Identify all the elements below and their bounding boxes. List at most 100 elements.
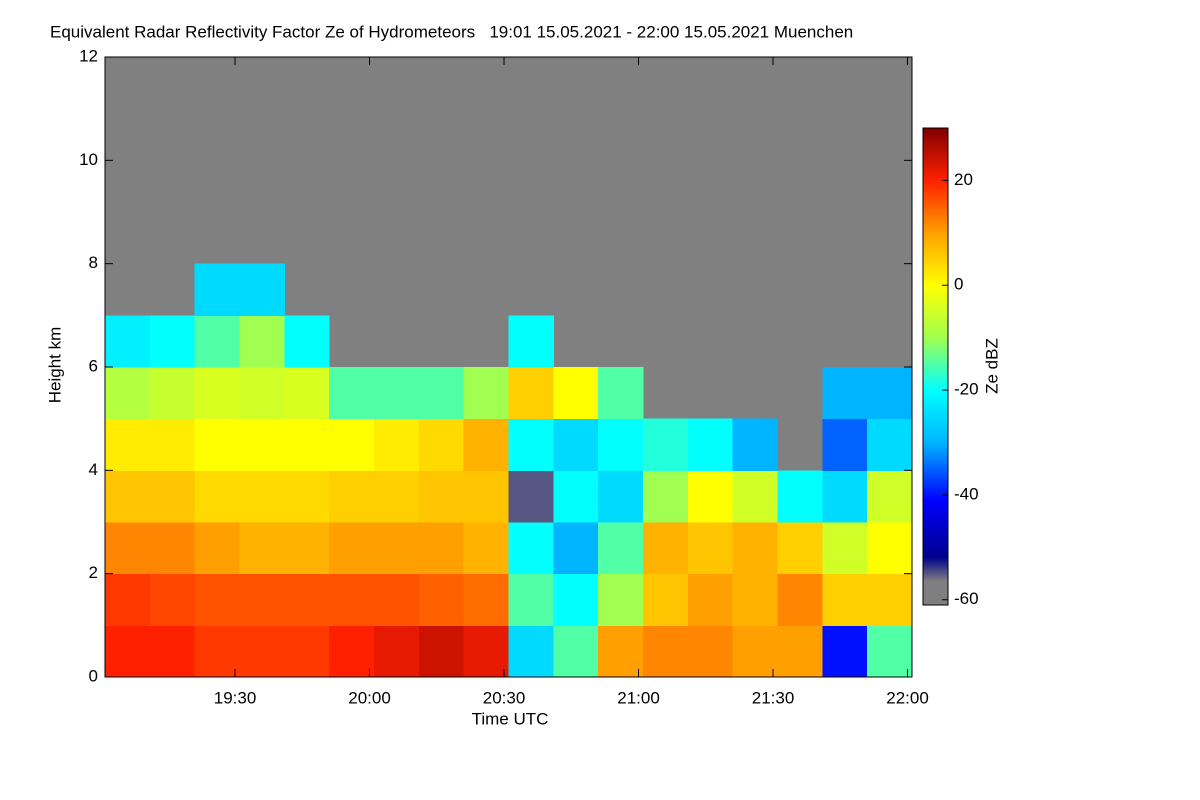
heat-cell <box>598 367 644 420</box>
heat-cell <box>239 263 285 316</box>
heat-cell <box>508 625 554 678</box>
heat-cell <box>418 418 465 471</box>
colorbar-tick-label: -40 <box>954 484 979 503</box>
heat-cell <box>598 418 644 471</box>
heat-cell <box>822 470 868 523</box>
heat-cell <box>777 625 823 678</box>
heat-cell <box>239 625 285 678</box>
heat-cell <box>284 367 330 420</box>
heat-cell <box>105 367 151 420</box>
heat-cell <box>418 625 465 678</box>
heat-cell <box>463 573 509 626</box>
heat-cell <box>239 470 285 523</box>
heat-cell <box>284 625 330 678</box>
heat-cell <box>822 418 868 471</box>
heat-cell <box>777 573 823 626</box>
y-tick-label: 0 <box>89 666 98 685</box>
heat-cell <box>374 522 420 575</box>
y-tick-label: 4 <box>89 460 98 479</box>
heat-cell <box>329 470 375 523</box>
heat-cell <box>598 522 644 575</box>
heat-cell <box>732 573 778 626</box>
heat-cell <box>194 418 240 471</box>
heat-cell <box>553 573 599 626</box>
heat-cell <box>194 470 240 523</box>
colorbar-tick-label: 0 <box>954 275 963 294</box>
heat-cell <box>732 625 778 678</box>
heat-cell <box>239 573 285 626</box>
heat-cell <box>732 470 778 523</box>
heat-cell <box>149 625 196 678</box>
heat-cell <box>105 418 151 471</box>
heat-cell <box>643 522 689 575</box>
heat-cell <box>284 470 330 523</box>
heat-cell <box>463 625 509 678</box>
heat-cell <box>822 522 868 575</box>
heat-cell <box>329 418 375 471</box>
heat-cell <box>194 315 240 368</box>
heat-cell <box>867 470 913 523</box>
heat-cell <box>867 522 913 575</box>
heat-cell <box>284 315 330 368</box>
heat-cell <box>374 625 420 678</box>
colorbar-label: Ze dBZ <box>982 338 1001 394</box>
heat-cell <box>463 470 509 523</box>
x-axis-label: Time UTC <box>472 709 549 728</box>
heat-cell <box>194 367 240 420</box>
y-tick-label: 2 <box>89 563 98 582</box>
heat-cell <box>149 418 196 471</box>
heat-cell <box>822 573 868 626</box>
heat-cell <box>284 418 330 471</box>
heat-cell <box>553 367 599 420</box>
heat-cell <box>508 470 554 523</box>
heat-cell <box>732 418 778 471</box>
y-tick-label: 6 <box>89 356 98 375</box>
y-tick-label: 12 <box>79 46 98 65</box>
x-tick-label: 22:00 <box>886 688 929 707</box>
heat-cell <box>508 522 554 575</box>
heat-cell <box>284 522 330 575</box>
colorbar-tick-label: -20 <box>954 380 979 399</box>
heat-cell <box>822 367 868 420</box>
x-tick-label: 20:00 <box>348 688 391 707</box>
heat-cell <box>867 367 913 420</box>
heat-cell <box>374 573 420 626</box>
heat-cell <box>643 625 689 678</box>
heat-cell <box>105 625 151 678</box>
heat-cell <box>149 315 196 368</box>
heat-cell <box>284 573 330 626</box>
heat-cell <box>643 573 689 626</box>
heat-cell <box>418 470 465 523</box>
colorbar <box>922 127 949 606</box>
heat-cell <box>687 573 734 626</box>
colorbar-tick-label: 20 <box>954 170 973 189</box>
heat-cell <box>329 367 375 420</box>
heat-cell <box>105 522 151 575</box>
heat-cell <box>329 573 375 626</box>
heat-cell <box>374 470 420 523</box>
heat-cell <box>463 522 509 575</box>
heat-cell <box>105 315 151 368</box>
colorbar-tick-label: -60 <box>954 589 979 608</box>
heat-cell <box>867 625 913 678</box>
chart-title: Equivalent Radar Reflectivity Factor Ze … <box>50 22 853 41</box>
heat-cell <box>687 470 734 523</box>
heat-cell <box>194 263 240 316</box>
heat-cell <box>867 418 913 471</box>
heat-cell <box>418 522 465 575</box>
heat-cell <box>777 470 823 523</box>
heat-cell <box>239 315 285 368</box>
y-tick-label: 8 <box>89 253 98 272</box>
heat-cell <box>418 367 465 420</box>
heat-cell <box>643 470 689 523</box>
x-tick-label: 19:30 <box>214 688 257 707</box>
heat-cell <box>105 573 151 626</box>
heat-cell <box>687 522 734 575</box>
y-tick-label: 10 <box>79 150 98 169</box>
heat-cell <box>239 522 285 575</box>
heat-cell <box>687 418 734 471</box>
heat-cell <box>822 625 868 678</box>
heat-cell <box>149 522 196 575</box>
heat-cell <box>553 418 599 471</box>
heat-cell <box>149 470 196 523</box>
